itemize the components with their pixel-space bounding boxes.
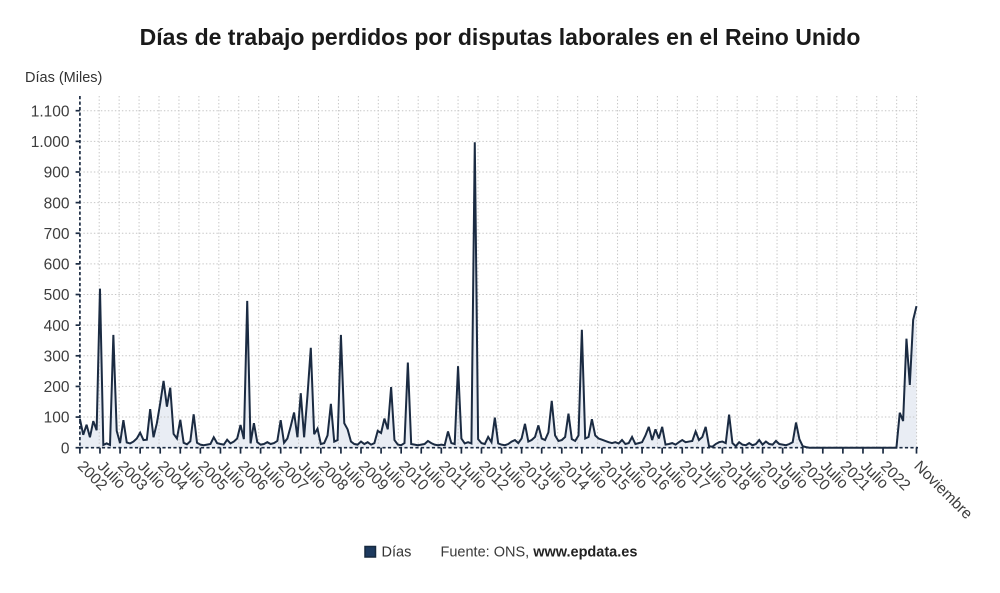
svg-text:100: 100 xyxy=(44,410,70,427)
svg-text:Días (Miles): Días (Miles) xyxy=(25,70,102,86)
svg-text:600: 600 xyxy=(44,257,70,274)
svg-text:Días de trabajo perdidos por d: Días de trabajo perdidos por disputas la… xyxy=(140,24,861,50)
svg-text:Días: Días xyxy=(382,545,412,561)
svg-text:0: 0 xyxy=(61,440,70,457)
svg-text:900: 900 xyxy=(44,165,70,182)
svg-text:200: 200 xyxy=(44,379,70,396)
svg-text:800: 800 xyxy=(44,195,70,212)
svg-text:400: 400 xyxy=(44,318,70,335)
svg-text:1.100: 1.100 xyxy=(31,103,70,120)
svg-text:300: 300 xyxy=(44,348,70,365)
svg-text:Fuente: ONS, www.epdata.es: Fuente: ONS, www.epdata.es xyxy=(441,545,638,561)
svg-text:500: 500 xyxy=(44,287,70,304)
svg-text:1.000: 1.000 xyxy=(31,134,70,151)
svg-text:700: 700 xyxy=(44,226,70,243)
